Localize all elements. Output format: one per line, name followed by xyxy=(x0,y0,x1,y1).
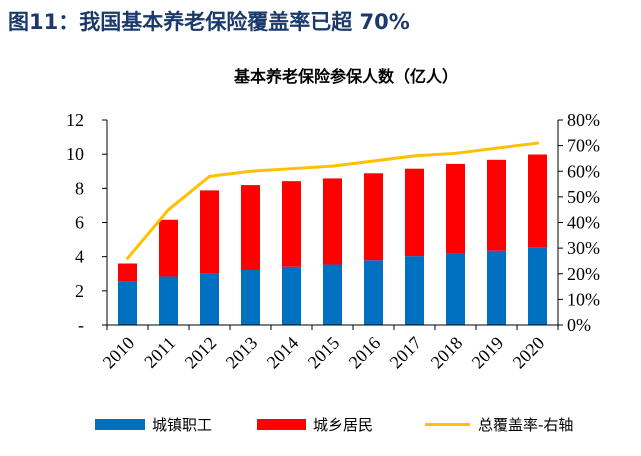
figure-title: 图11：我国基本养老保险覆盖率已超 70% xyxy=(8,10,410,34)
left-tick-label: 4 xyxy=(75,247,84,267)
legend-label-urban-employees: 城镇职工 xyxy=(152,416,212,434)
left-tick-label: 8 xyxy=(75,178,84,198)
right-tick-label: 60% xyxy=(567,161,600,181)
left-tick-label: 10 xyxy=(66,144,84,164)
x-tick-label: 2013 xyxy=(222,333,262,373)
right-tick-label: 20% xyxy=(567,264,600,284)
bar-urban-rural-residents-2012 xyxy=(200,190,219,274)
coverage-point-2016 xyxy=(372,159,375,163)
bar-urban-rural-residents-2017 xyxy=(405,168,424,257)
left-tick-label: 2 xyxy=(75,281,84,301)
legend-label-urban-rural-residents: 城乡居民 xyxy=(313,416,373,434)
bar-urban-employees-2018 xyxy=(446,253,465,325)
bar-urban-rural-residents-2011 xyxy=(159,219,178,277)
chart-title: 基本养老保险参保人数（亿人） xyxy=(233,67,458,86)
legend-label-coverage-rate: 总覆盖率-右轴 xyxy=(478,416,573,434)
right-tick-label: 70% xyxy=(567,136,600,156)
coverage-point-2011 xyxy=(167,208,170,212)
coverage-point-2017 xyxy=(413,154,416,158)
right-tick-label: 10% xyxy=(567,289,600,309)
coverage-point-2014 xyxy=(290,167,293,171)
right-tick-label: 30% xyxy=(567,238,600,258)
coverage-point-2015 xyxy=(331,164,334,168)
bar-urban-rural-residents-2015 xyxy=(323,178,342,265)
bar-urban-rural-residents-2020 xyxy=(528,154,547,248)
x-tick-label: 2011 xyxy=(140,333,179,372)
bar-urban-employees-2017 xyxy=(405,256,424,325)
legend-swatch-urban-rural-residents xyxy=(257,419,306,430)
right-tick-label: 40% xyxy=(567,213,600,233)
bar-urban-employees-2020 xyxy=(528,247,547,325)
coverage-point-2019 xyxy=(495,146,498,150)
x-tick-label: 2018 xyxy=(427,333,467,373)
bar-urban-employees-2012 xyxy=(200,273,219,325)
bar-urban-rural-residents-2016 xyxy=(364,173,383,261)
bar-urban-rural-residents-2014 xyxy=(282,181,301,267)
coverage-point-2020 xyxy=(536,141,539,145)
x-tick-label: 2017 xyxy=(386,333,426,373)
bar-urban-employees-2011 xyxy=(159,276,178,325)
coverage-point-2010 xyxy=(126,256,129,260)
bar-urban-rural-residents-2010 xyxy=(118,263,137,282)
left-tick-label: 12 xyxy=(66,110,84,130)
coverage-point-2012 xyxy=(208,174,211,178)
x-tick-label: 2019 xyxy=(468,333,508,373)
bar-urban-rural-residents-2018 xyxy=(446,163,465,254)
legend-swatch-urban-employees xyxy=(95,419,145,430)
right-tick-label: 50% xyxy=(567,187,600,207)
coverage-point-2018 xyxy=(454,151,457,155)
left-tick-label: - xyxy=(78,315,84,335)
bar-urban-employees-2019 xyxy=(487,250,506,325)
bar-urban-employees-2014 xyxy=(282,266,301,325)
bar-urban-employees-2015 xyxy=(323,264,342,325)
legend: 城镇职工 城乡居民 总覆盖率-右轴 xyxy=(95,416,573,434)
bar-urban-rural-residents-2013 xyxy=(241,185,260,270)
coverage-point-2013 xyxy=(249,169,252,173)
right-tick-label: 80% xyxy=(567,110,600,130)
bar-urban-employees-2013 xyxy=(241,269,260,325)
x-tick-label: 2020 xyxy=(509,333,549,373)
x-tick-label: 2016 xyxy=(345,333,385,373)
bar-urban-employees-2016 xyxy=(364,260,383,325)
left-tick-label: 6 xyxy=(75,213,84,233)
bar-urban-employees-2010 xyxy=(118,281,137,325)
x-tick-label: 2010 xyxy=(99,333,139,373)
x-tick-label: 2014 xyxy=(263,333,303,373)
x-tick-label: 2015 xyxy=(304,333,344,373)
x-tick-label: 2012 xyxy=(181,333,221,373)
right-tick-label: 0% xyxy=(567,315,591,335)
bar-urban-rural-residents-2019 xyxy=(487,159,506,251)
